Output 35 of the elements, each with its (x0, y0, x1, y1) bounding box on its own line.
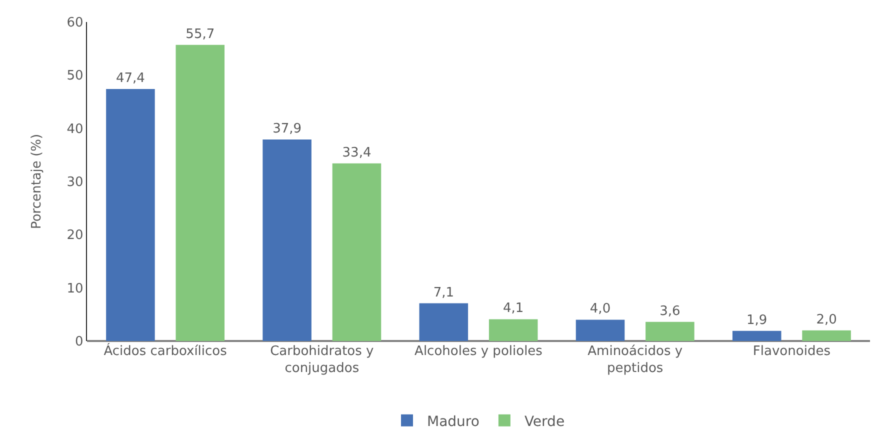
data-label: 55,7 (186, 26, 215, 42)
x-tick-label: Alcoholes y polioles (414, 344, 543, 359)
y-tick-label: 60 (66, 16, 84, 31)
x-tick-label: Aminoácidos y peptidos (588, 344, 683, 376)
bar (576, 320, 625, 341)
y-tick-label: 50 (66, 68, 84, 84)
x-tick-label: Ácidos carboxílicos (104, 342, 228, 359)
data-label: 3,6 (660, 304, 680, 319)
y-tick-label: 30 (66, 175, 84, 190)
legend-label: Maduro (427, 414, 480, 430)
y-tick-label: 10 (66, 281, 84, 296)
bar (419, 303, 468, 341)
x-tick-label: Carbohidratos y conjugados (270, 344, 374, 376)
data-label: 47,4 (116, 70, 145, 86)
data-label: 4,0 (590, 302, 611, 317)
y-axis-title: Porcentaje (%) (30, 134, 45, 230)
bar (176, 44, 225, 341)
x-tick-label: Flavonoides (752, 344, 831, 359)
bar (332, 163, 382, 341)
bar (488, 319, 538, 341)
bar (732, 330, 782, 341)
bar (646, 322, 694, 341)
bar (802, 330, 851, 341)
data-label: 2,0 (816, 312, 837, 328)
y-tick-label: 0 (75, 334, 84, 350)
data-label: 7,1 (433, 285, 454, 300)
y-tick-label: 20 (66, 228, 84, 244)
bar (106, 88, 155, 341)
data-label: 33,4 (342, 145, 372, 160)
y-tick-label: 40 (66, 122, 84, 137)
legend-label: Verde (524, 414, 565, 430)
data-label: 37,9 (272, 122, 302, 136)
data-label: 4,1 (502, 301, 524, 316)
data-label: 1,9 (746, 312, 768, 328)
bar (262, 140, 312, 341)
